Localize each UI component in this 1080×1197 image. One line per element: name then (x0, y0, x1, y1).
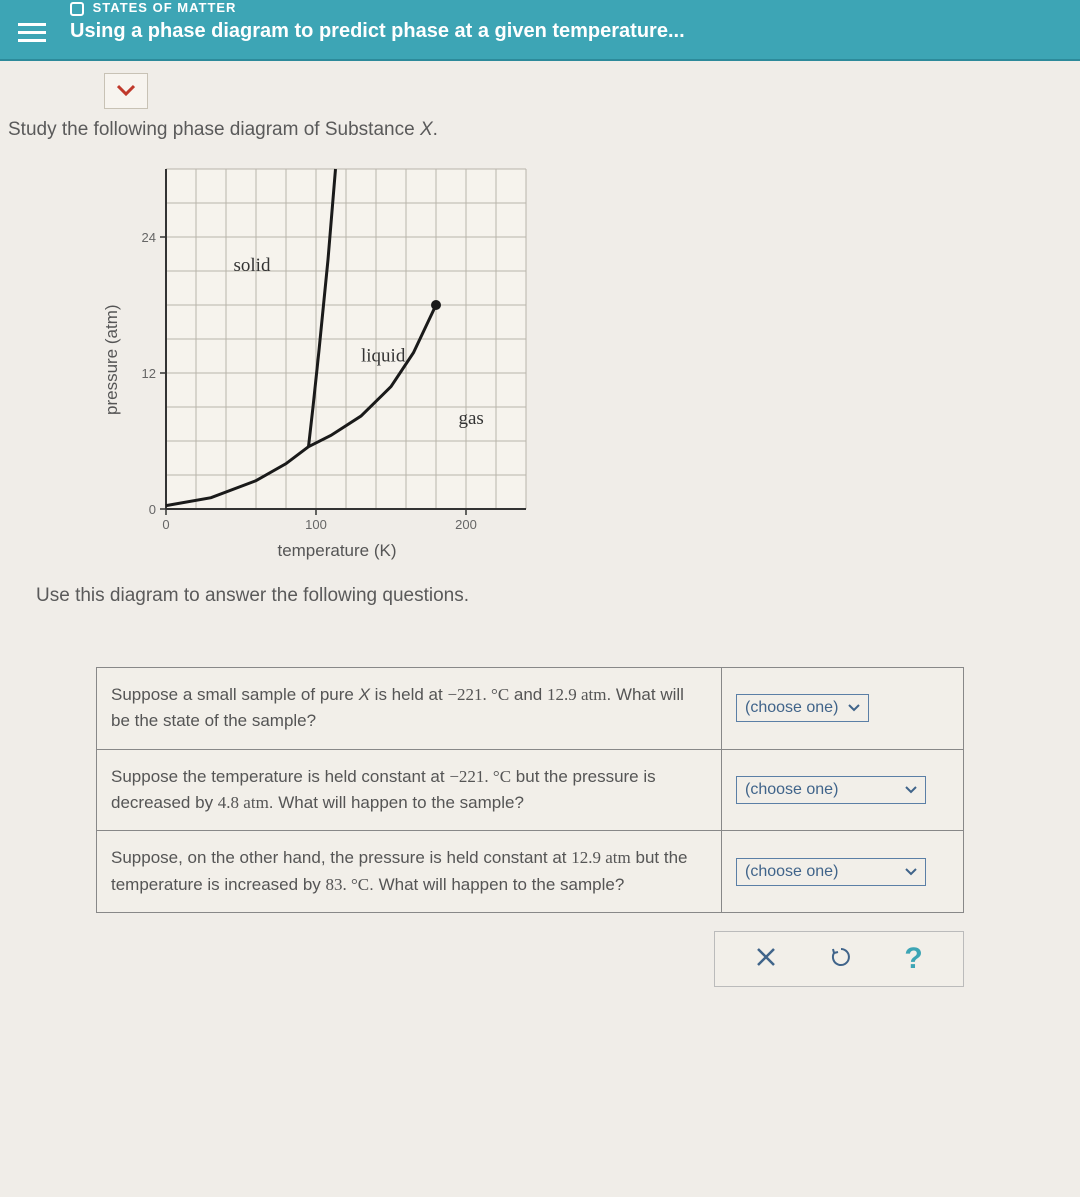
chevron-down-icon (848, 699, 860, 717)
chevron-down-icon (905, 781, 917, 799)
instructions-text: Use this diagram to answer the following… (36, 585, 1056, 607)
phase-diagram: pressure (atm) 0 100 200 0 12 24 solid liquid ga… (98, 159, 1056, 561)
x-axis-label: temperature (K) (122, 541, 522, 561)
question-text: Suppose a small sample of pure X is held… (97, 668, 722, 750)
category-label: STATES OF MATTER (70, 0, 1080, 16)
answer-dropdown[interactable]: (choose one) (736, 776, 926, 804)
svg-text:24: 24 (142, 230, 156, 245)
svg-text:12: 12 (142, 366, 156, 381)
answer-dropdown[interactable]: (choose one) (736, 858, 926, 886)
question-row: Suppose, on the other hand, the pressure… (97, 831, 964, 913)
answer-dropdown[interactable]: (choose one) (736, 694, 869, 722)
app-header: STATES OF MATTER Using a phase diagram t… (0, 0, 1080, 61)
questions-table: Suppose a small sample of pure X is held… (96, 667, 964, 913)
category-text: STATES OF MATTER (93, 0, 237, 15)
dropdown-label: (choose one) (745, 699, 838, 717)
question-text: Suppose the temperature is held constant… (97, 749, 722, 831)
dropdown-label: (choose one) (745, 781, 838, 799)
svg-text:solid: solid (234, 255, 271, 276)
answer-cell: (choose one) (722, 668, 964, 750)
question-row: Suppose a small sample of pure X is held… (97, 668, 964, 750)
reset-button[interactable] (822, 944, 860, 975)
svg-text:200: 200 (455, 517, 477, 532)
chevron-down-icon (905, 863, 917, 881)
question-row: Suppose the temperature is held constant… (97, 749, 964, 831)
intro-suffix: . (433, 119, 438, 140)
intro-text: Study the following phase diagram of Sub… (8, 119, 1056, 141)
svg-text:0: 0 (162, 517, 169, 532)
dropdown-label: (choose one) (745, 863, 838, 881)
action-toolbar: ? (714, 931, 964, 987)
phase-diagram-svg: 0 100 200 0 12 24 solid liquid gas (122, 159, 552, 539)
y-axis-label: pressure (atm) (98, 190, 122, 530)
answer-cell: (choose one) (722, 749, 964, 831)
intro-prefix: Study the following phase diagram of Sub… (8, 119, 420, 140)
content: Study the following phase diagram of Sub… (0, 61, 1080, 1011)
category-icon (70, 2, 84, 16)
svg-text:0: 0 (149, 502, 156, 517)
clear-button[interactable] (747, 944, 785, 975)
svg-text:100: 100 (305, 517, 327, 532)
svg-text:liquid: liquid (361, 346, 406, 367)
help-button[interactable]: ? (896, 942, 930, 976)
question-text: Suppose, on the other hand, the pressure… (97, 831, 722, 913)
page-title: Using a phase diagram to predict phase a… (70, 16, 1080, 43)
chevron-down-icon (117, 84, 135, 96)
collapse-button[interactable] (104, 73, 148, 109)
svg-text:gas: gas (459, 408, 484, 429)
answer-cell: (choose one) (722, 831, 964, 913)
intro-variable: X (420, 119, 433, 140)
reset-icon (830, 946, 852, 968)
close-icon (755, 946, 777, 968)
menu-icon[interactable] (0, 0, 70, 47)
